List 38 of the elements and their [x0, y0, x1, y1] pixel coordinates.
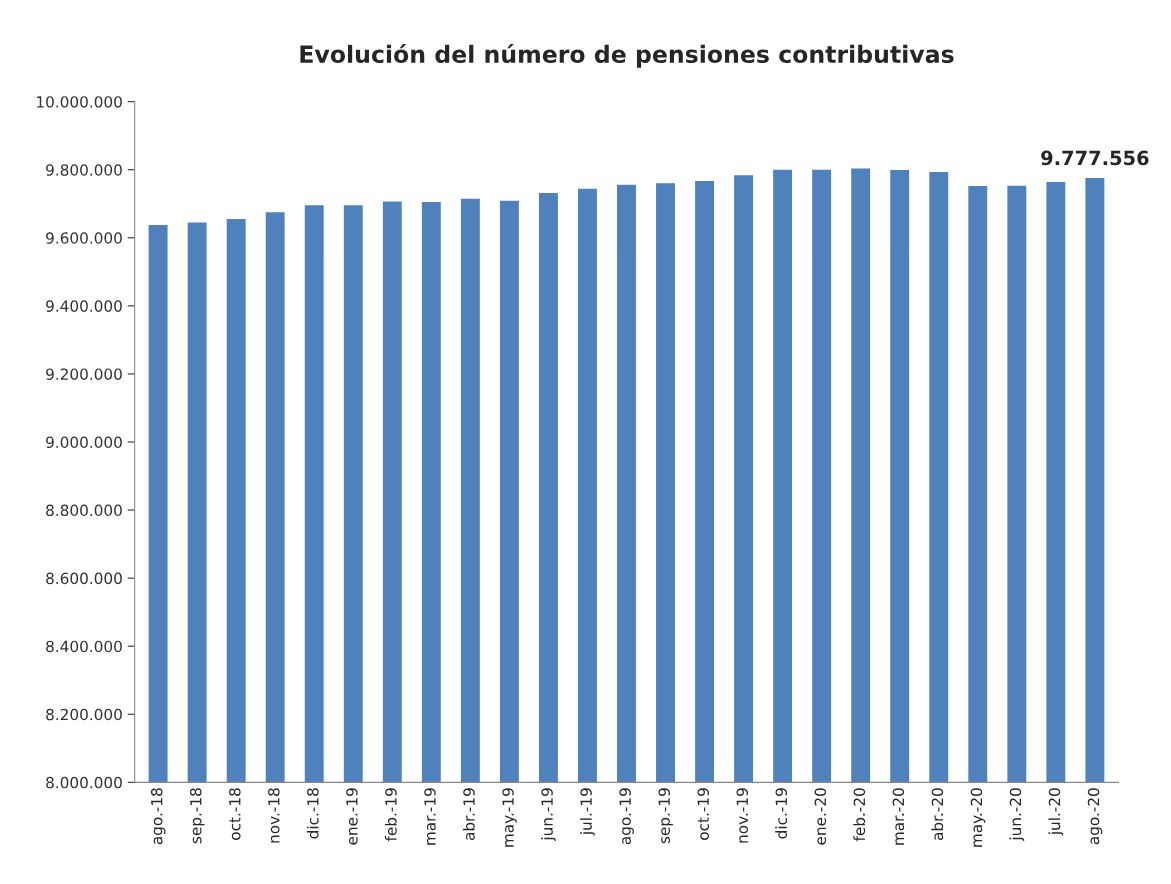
x-tick-label: oct.-19 — [697, 788, 709, 840]
y-tick-label: 9.000.000 — [46, 436, 122, 449]
x-tick-label: may.-20 — [970, 788, 986, 847]
y-tick-label: 9.800.000 — [46, 164, 122, 176]
x-tick-label: mar.-20 — [892, 788, 905, 845]
x-tick-label: mar.-19 — [424, 788, 436, 845]
y-tick-label: 9.600.000 — [46, 232, 122, 244]
x-tick-label: oct.-18 — [229, 788, 241, 840]
x-tick-label: ago.-20 — [1087, 788, 1103, 845]
x-tick-label: jul.-19 — [580, 788, 595, 836]
x-tick-label: abr.-19 — [462, 788, 475, 841]
x-tick-label: sep.-18 — [190, 788, 205, 844]
x-tick-label: jun.-20 — [1009, 788, 1025, 841]
y-tick-label: 8.800.000 — [46, 504, 122, 517]
chart-title: Evolución del número de pensiones contributivas — [300, 43, 954, 68]
x-tick-label: jun.-19 — [541, 788, 556, 841]
y-tick-label: 9.400.000 — [46, 300, 122, 312]
y-tick-label: 10.000.000 — [37, 96, 122, 108]
x-tick-label: feb.-20 — [853, 788, 866, 842]
x-tick-label: ene.-19 — [346, 788, 358, 845]
x-tick-label: may.-19 — [502, 788, 517, 847]
x-tick-label: dic.-18 — [306, 788, 319, 839]
x-tick-label: nov.-19 — [736, 788, 749, 843]
x-tick-label: ago.-19 — [619, 788, 634, 845]
y-tick-label: 8.600.000 — [46, 572, 122, 585]
y-tick-label: 9.200.000 — [46, 368, 122, 380]
y-tick-label: 8.200.000 — [46, 708, 122, 721]
y-tick-label: 8.000.000 — [46, 776, 122, 789]
x-tick-label: ene.-20 — [814, 788, 827, 845]
x-tick-label: dic.-19 — [775, 788, 788, 839]
x-tick-label: ago.-18 — [150, 788, 166, 845]
x-tick-label: sep.-19 — [658, 788, 673, 844]
x-tick-label: feb.-19 — [384, 788, 397, 842]
y-tick-label: 8.400.000 — [46, 640, 122, 653]
x-tick-label: nov.-18 — [268, 788, 280, 843]
x-tick-label: abr.-20 — [931, 788, 944, 841]
annotation: 9.777.556 — [1041, 150, 1149, 166]
x-tick-label: jul.-20 — [1048, 788, 1064, 836]
